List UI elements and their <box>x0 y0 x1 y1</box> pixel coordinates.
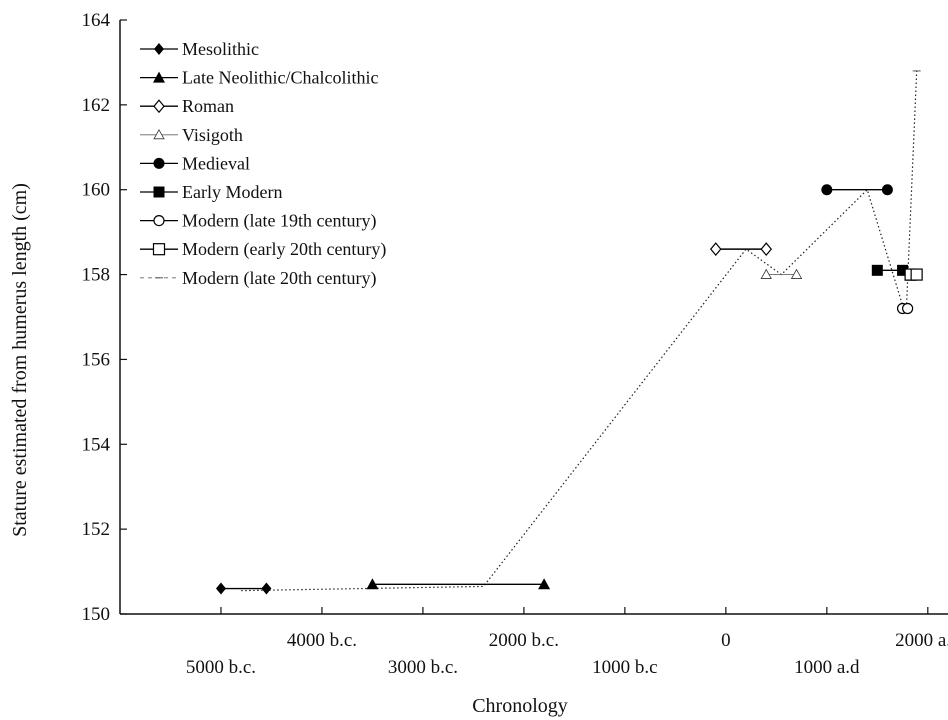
y-tick-label: 160 <box>82 180 111 201</box>
legend-item-1: Mesolithic <box>140 39 259 59</box>
data-point-diamond <box>261 582 272 595</box>
ticks: 150 152 154 156 158 160 162 164 4000 b.c. 2000 b.… <box>82 10 948 678</box>
data-point-triangle-open <box>790 268 803 279</box>
data-point-diamond-open <box>153 99 165 114</box>
trend-line <box>241 70 918 592</box>
data-point-triangle <box>366 578 379 590</box>
data-point-square-open <box>152 243 166 256</box>
x-tick-label: 1000 a.d <box>794 657 860 678</box>
y-tick-label: 156 <box>82 349 111 370</box>
data-point-triangle-open <box>760 268 772 279</box>
legend-item-2: Late Neolithic/Chalcolithic <box>140 68 378 88</box>
data-point-circle-open <box>902 302 914 315</box>
data-point-square <box>153 186 165 198</box>
data-point-circle-open <box>153 215 165 227</box>
x-tick-label: 1000 b.c <box>592 657 657 678</box>
legend-label: Late Neolithic/Chalcolithic <box>182 68 378 88</box>
legend-label: Early Modern <box>182 182 282 202</box>
data-point-triangle-open <box>153 128 165 140</box>
series-6 <box>871 264 909 276</box>
series-8 <box>904 268 923 281</box>
legend-item-6: Early Modern <box>140 182 282 202</box>
legend-item-7: Modern (late 19th century) <box>140 211 376 232</box>
trend-line-group <box>241 70 918 592</box>
y-tick-label: 162 <box>82 95 111 116</box>
y-axis-title: Stature estimated from humerus length (c… <box>9 183 31 537</box>
series-5 <box>821 184 893 196</box>
x-tick-label: 2000 b.c. <box>489 630 559 651</box>
legend: Mesolithic Late Neolithic/Chalcolithic Rom… <box>140 39 386 289</box>
legend-item-4: Visigoth <box>140 125 243 145</box>
x-tick-label: 3000 b.c. <box>388 657 458 678</box>
legend-label: Visigoth <box>182 125 243 145</box>
y-tick-label: 152 <box>82 519 111 540</box>
data-point-square <box>897 264 909 276</box>
x-tick-label: 0 <box>721 630 731 651</box>
data-point-circle <box>881 184 893 196</box>
data-point-diamond-open <box>709 242 722 257</box>
legend-item-5: Medieval <box>140 153 250 173</box>
series-group <box>215 70 923 595</box>
legend-label: Modern (late 19th century) <box>182 211 376 232</box>
x-tick-label: 4000 b.c. <box>287 630 357 651</box>
legend-item-9: Modern (late 20th century) <box>140 268 376 289</box>
data-point-diamond-open <box>760 242 773 257</box>
legend-item-8: Modern (early 20th century) <box>140 239 386 260</box>
series-7 <box>896 302 914 315</box>
legend-label: Modern (late 20th century) <box>182 268 376 289</box>
y-tick-label: 158 <box>82 265 111 286</box>
data-point-diamond <box>215 582 226 595</box>
x-axis-title: Chronology <box>472 695 568 717</box>
axes <box>119 20 948 615</box>
data-point-circle <box>153 157 165 169</box>
x-tick-label: 2000 a.d <box>895 630 948 651</box>
legend-label: Modern (early 20th century) <box>182 239 386 260</box>
legend-label: Roman <box>182 96 234 116</box>
data-point-square <box>871 264 883 276</box>
data-point-square-open <box>910 268 923 281</box>
y-tick-label: 164 <box>82 10 111 31</box>
series-2 <box>366 578 551 590</box>
y-tick-label: 154 <box>82 434 111 455</box>
series-1 <box>215 582 272 595</box>
legend-item-3: Roman <box>140 96 234 116</box>
legend-label: Mesolithic <box>182 39 259 59</box>
legend-label: Medieval <box>182 153 250 173</box>
y-tick-label: 150 <box>82 604 111 625</box>
data-point-triangle <box>538 578 551 590</box>
series-3 <box>709 242 773 257</box>
x-tick-label: 5000 b.c. <box>186 657 256 678</box>
data-point-circle <box>821 184 833 196</box>
data-point-diamond <box>154 43 164 55</box>
series-4 <box>760 268 803 279</box>
data-point-triangle <box>153 71 165 83</box>
